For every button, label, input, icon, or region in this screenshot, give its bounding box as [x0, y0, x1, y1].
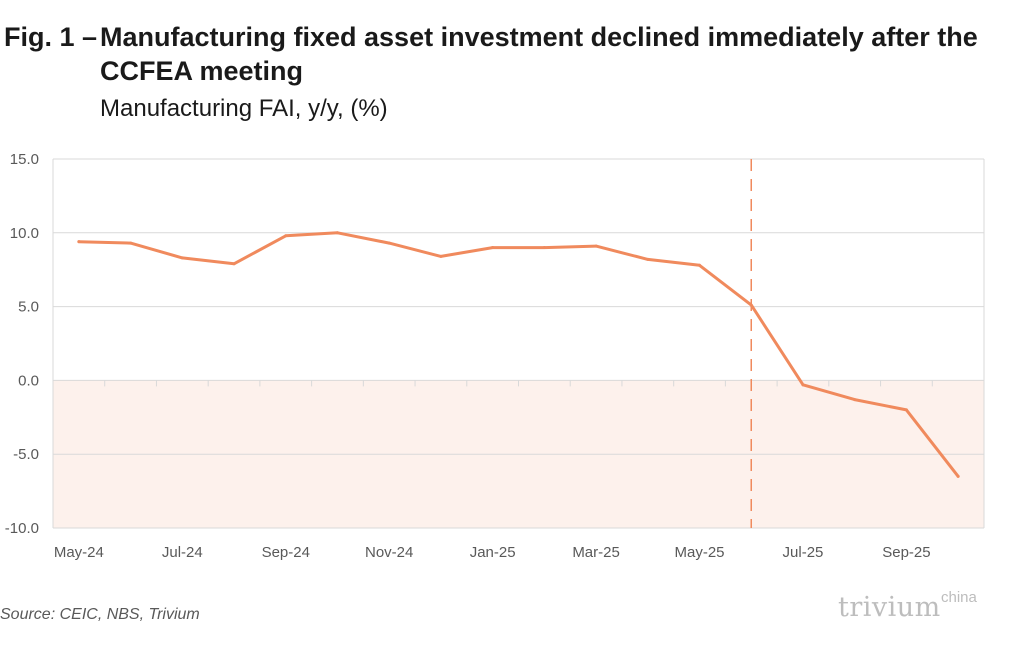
data-point: [491, 246, 495, 250]
source-note: Source: CEIC, NBS, Trivium: [0, 606, 200, 623]
x-tick-label: May-24: [54, 544, 104, 561]
x-tick-label: Jul-24: [162, 544, 203, 561]
data-point: [335, 231, 339, 235]
data-point: [956, 474, 960, 478]
y-tick-label: 5.0: [18, 299, 39, 316]
x-tick-label: Jul-25: [783, 544, 824, 561]
chart-subtitle: Manufacturing FAI, y/y, (%): [100, 95, 388, 122]
data-point: [594, 244, 598, 248]
data-point: [77, 240, 81, 244]
y-tick-label: 15.0: [10, 151, 39, 168]
data-point: [284, 234, 288, 238]
data-point: [749, 303, 753, 307]
series-line-manufacturing-fai: [77, 231, 960, 478]
brand-wordmark: trivium: [838, 592, 941, 623]
x-tick-label: Jan-25: [470, 544, 516, 561]
x-tick-label: May-25: [675, 544, 725, 561]
data-point: [387, 241, 391, 245]
data-point: [542, 246, 546, 250]
data-point: [853, 398, 857, 402]
data-point: [698, 263, 702, 267]
data-point: [801, 383, 805, 387]
figure-title: Manufacturing fixed asset investment dec…: [100, 22, 978, 86]
x-tick-label: Sep-24: [262, 544, 310, 561]
y-tick-label: 0.0: [18, 372, 39, 389]
y-tick-label: -5.0: [13, 446, 39, 463]
x-tick-label: Sep-25: [882, 544, 930, 561]
data-point: [232, 262, 236, 266]
y-tick-label: -10.0: [5, 520, 39, 537]
data-point: [904, 408, 908, 412]
data-point: [129, 241, 133, 245]
data-point: [439, 254, 443, 258]
figure-number: Fig. 1 –: [4, 22, 98, 52]
y-tick-label: 10.0: [10, 225, 39, 242]
data-point: [646, 257, 650, 261]
data-point: [180, 256, 184, 260]
brand-superscript: china: [941, 589, 977, 606]
x-tick-label: Mar-25: [572, 544, 620, 561]
line-chart: 15.0 10.0 5.0 0.0 -5.0 -10.0 May-24 Jul-24 Sep-2…: [5, 151, 985, 561]
x-tick-label: Nov-24: [365, 544, 413, 561]
brand-logo: trivium china: [838, 589, 977, 623]
